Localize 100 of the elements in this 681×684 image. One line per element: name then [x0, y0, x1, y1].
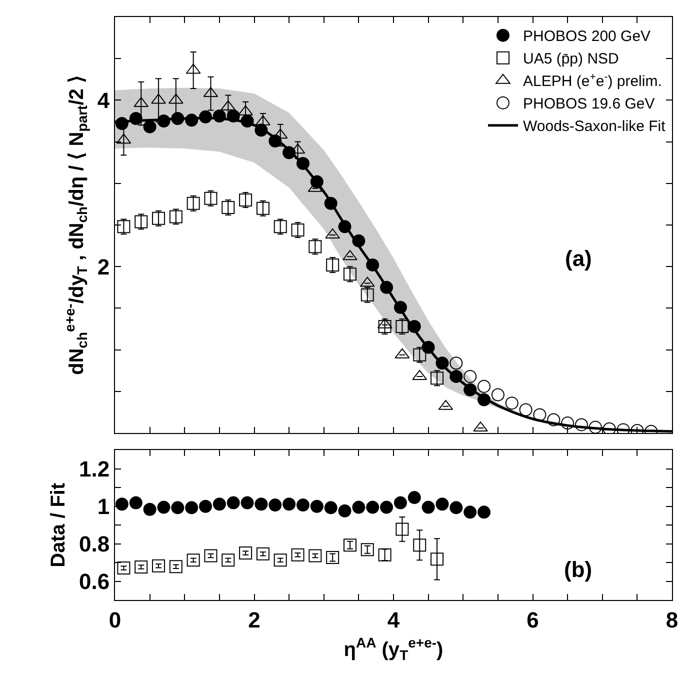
point: [226, 496, 240, 510]
point: [450, 356, 463, 370]
point: [464, 370, 477, 383]
point: [408, 491, 421, 504]
point: [240, 496, 254, 510]
point: [338, 504, 352, 518]
point: [436, 498, 449, 511]
point: [396, 320, 409, 334]
point: [478, 506, 491, 519]
point: [186, 554, 200, 567]
point: [308, 240, 322, 254]
point: [450, 370, 463, 383]
point: [394, 496, 407, 510]
point: [256, 115, 270, 126]
point: [308, 549, 322, 562]
point: [343, 268, 356, 281]
point: [152, 212, 166, 225]
point: [282, 498, 296, 511]
point: [256, 547, 270, 560]
point: [254, 498, 268, 511]
point: [352, 234, 366, 248]
point: [326, 258, 340, 272]
annotation: (b): [564, 557, 592, 582]
point: [129, 112, 142, 126]
legend-label: Woods-Saxon-like Fit: [523, 118, 666, 136]
point: [274, 220, 287, 234]
x-axis-title: η$^{AA}$ (y$_{T}$$^{e+e-}$): [344, 634, 444, 664]
point: [380, 500, 394, 514]
x-tick-label: 6: [526, 607, 539, 632]
point: [239, 546, 252, 560]
point: [505, 396, 518, 410]
point: [222, 201, 235, 214]
point: [464, 383, 477, 396]
point: [360, 288, 374, 302]
point: [436, 356, 449, 370]
point: [561, 416, 574, 430]
point: [324, 501, 338, 514]
point: [464, 506, 477, 519]
point: [117, 561, 130, 574]
point: [422, 340, 435, 354]
point: [547, 413, 560, 426]
point: [430, 552, 444, 566]
point: [239, 194, 252, 207]
point: [533, 408, 546, 422]
point: [291, 548, 304, 562]
point: [282, 146, 296, 160]
point: [268, 498, 282, 512]
point: [422, 500, 435, 514]
legend-label: PHOBOS 19.6 GeV: [523, 96, 655, 113]
point: [366, 258, 380, 272]
annotation: (a): [565, 246, 592, 271]
x-tick-label: 2: [248, 607, 260, 632]
point: [352, 500, 366, 514]
point: [338, 220, 352, 234]
x-tick-label: 4: [387, 607, 400, 632]
point: [199, 110, 212, 124]
point: [169, 210, 182, 224]
y-tick-label: 1.2: [79, 456, 110, 482]
point: [396, 522, 409, 536]
point: [324, 196, 338, 210]
point: [151, 94, 166, 104]
point: [115, 498, 128, 511]
y-tick-label: 0.8: [79, 532, 110, 557]
point: [378, 548, 392, 562]
point: [430, 372, 444, 385]
point: [360, 543, 374, 556]
point: [491, 388, 504, 402]
point: [115, 117, 128, 130]
point: [291, 224, 304, 237]
point: [473, 422, 488, 432]
y-tick-label: 4: [97, 88, 110, 113]
legend-label: ALEPH (e$^{+}$e$^{-}$) prelim.: [523, 70, 662, 90]
point: [129, 496, 142, 510]
point: [199, 500, 212, 513]
point: [185, 501, 198, 514]
point: [450, 501, 463, 514]
legend-label: UA5 (p̄p) NSD: [523, 50, 620, 68]
point: [157, 500, 170, 514]
x-tick-label: 0: [108, 607, 122, 632]
point: [134, 215, 148, 228]
point: [408, 320, 421, 334]
point: [478, 380, 491, 393]
point: [204, 192, 218, 205]
point: [212, 498, 226, 511]
point: [310, 500, 324, 513]
point: [519, 403, 532, 416]
point: [574, 418, 588, 432]
point: [326, 550, 340, 564]
point: [296, 156, 310, 170]
y-tick-label: 1: [97, 494, 110, 520]
point: [588, 420, 602, 434]
point: [212, 110, 226, 123]
point: [310, 175, 324, 188]
point: [343, 538, 356, 552]
point: [256, 202, 270, 215]
point: [171, 501, 184, 514]
point: [143, 502, 156, 516]
y-axis-title: Data / Fit: [48, 482, 70, 568]
point: [413, 348, 426, 362]
point: [222, 554, 235, 567]
